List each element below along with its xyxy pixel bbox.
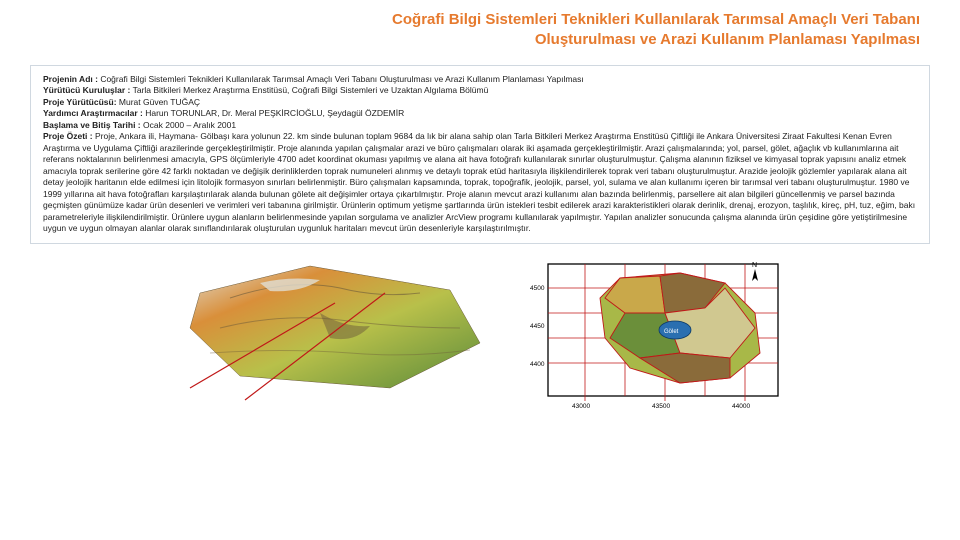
xtick-2: 44000 [732,403,750,410]
parcel-map-svg: Gölet N 43000 43500 44000 4400 4450 4500 [530,258,790,413]
project-info-box: Projenin Adı : Coğrafi Bilgi Sistemleri … [30,65,930,244]
title-area: Coğrafi Bilgi Sistemleri Teknikleri Kull… [0,0,960,57]
terrain-figure [170,258,500,403]
asst-row: Yardımcı Araştırmacılar : Harun TORUNLAR… [43,108,917,119]
orgs-value: Tarla Bitkileri Merkez Araştırma Enstitü… [133,85,489,95]
title-line-1: Coğrafi Bilgi Sistemleri Teknikleri Kull… [40,10,920,30]
leader-value: Murat Güven TUĞAÇ [119,97,200,107]
leader-row: Proje Yürütücüsü: Murat Güven TUĞAÇ [43,97,917,108]
dates-label: Başlama ve Bitiş Tarihi : [43,120,141,130]
xtick-0: 43000 [572,403,590,410]
dates-row: Başlama ve Bitiş Tarihi : Ocak 2000 – Ar… [43,120,917,131]
summary-row: Proje Özeti : Proje, Ankara ili, Haymana… [43,131,917,234]
leader-label: Proje Yürütücüsü: [43,97,117,107]
ytick-1: 4450 [530,323,545,330]
title-line-2: Oluşturulması ve Arazi Kullanım Planlama… [40,30,920,50]
xtick-1: 43500 [652,403,670,410]
orgs-label: Yürütücü Kuruluşlar : [43,85,130,95]
orgs-row: Yürütücü Kuruluşlar : Tarla Bitkileri Me… [43,85,917,96]
parcel-map-figure: Gölet N 43000 43500 44000 4400 4450 4500 [530,258,790,413]
summary-value: Proje, Ankara ili, Haymana- Gölbaşı kara… [43,131,915,233]
lake-label: Gölet [664,329,679,335]
figures-row: Gölet N 43000 43500 44000 4400 4450 4500 [0,254,960,413]
proj-name-label: Projenin Adı : [43,74,98,84]
summary-label: Proje Özeti : [43,131,93,141]
terrain-svg [170,258,500,403]
dates-value: Ocak 2000 – Aralık 2001 [143,120,236,130]
compass-label: N [752,262,757,269]
asst-value: Harun TORUNLAR, Dr. Meral PEŞKİRCİOĞLU, … [145,108,404,118]
asst-label: Yardımcı Araştırmacılar : [43,108,143,118]
ytick-2: 4500 [530,285,545,292]
ytick-0: 4400 [530,361,545,368]
proj-name-value: Coğrafi Bilgi Sistemleri Teknikleri Kull… [100,74,583,84]
proj-name-row: Projenin Adı : Coğrafi Bilgi Sistemleri … [43,74,917,85]
